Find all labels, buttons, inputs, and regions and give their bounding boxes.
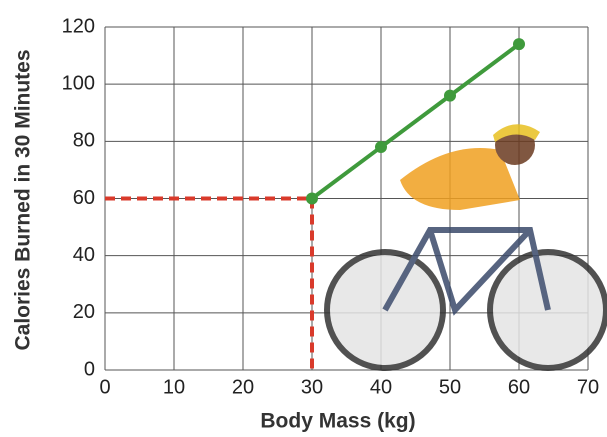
data-point <box>513 38 525 51</box>
y-tick-label: 100 <box>62 72 95 94</box>
x-tick-label: 70 <box>577 376 599 398</box>
x-tick-label: 60 <box>508 376 530 398</box>
data-point <box>306 192 318 205</box>
data-line <box>310 42 521 201</box>
y-tick-label: 120 <box>62 15 95 37</box>
x-tick-label: 50 <box>439 376 461 398</box>
x-tick-label: 0 <box>99 376 110 398</box>
y-tick-label: 60 <box>73 187 95 209</box>
y-tick-label: 40 <box>73 244 95 266</box>
cyclist-illustration <box>324 124 607 371</box>
data-point <box>375 141 387 154</box>
x-axis-title: Body Mass (kg) <box>260 410 415 433</box>
y-axis-title: Calories Burned in 30 Minutes <box>12 49 35 350</box>
y-tick-label: 80 <box>73 130 95 152</box>
x-tick-label: 40 <box>370 376 392 398</box>
x-tick-label: 10 <box>163 376 185 398</box>
x-tick-label: 20 <box>232 376 254 398</box>
y-tick-label: 0 <box>84 358 95 380</box>
y-tick-label: 20 <box>73 301 95 323</box>
x-tick-label: 30 <box>301 376 323 398</box>
data-point <box>444 89 456 102</box>
